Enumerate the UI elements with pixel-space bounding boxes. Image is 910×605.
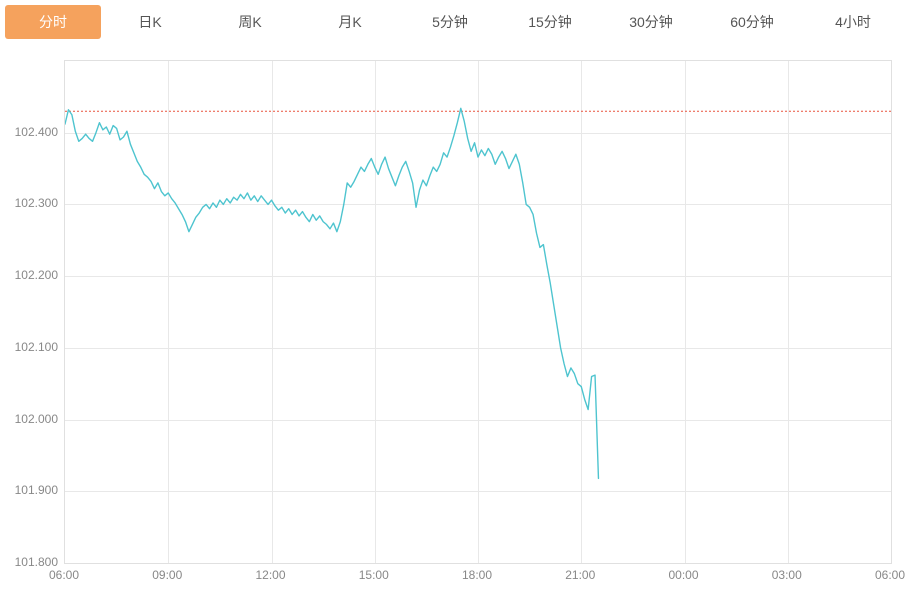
tab-period-8[interactable]: 4小时 — [835, 14, 871, 30]
x-axis-tick-label: 06:00 — [48, 568, 80, 582]
tab-minute[interactable]: 分时 — [5, 5, 101, 39]
x-axis-tick-label: 18:00 — [461, 568, 493, 582]
x-axis-tick-label: 12:00 — [255, 568, 286, 582]
y-axis-tick-label: 102.400 — [14, 124, 58, 139]
y-axis-tick-label: 102.300 — [14, 196, 58, 211]
tab-period-2[interactable]: 周K — [238, 14, 262, 30]
chart-container: 101.800 101.900 102.000 102.100 102.200 102.3… — [0, 39, 910, 605]
x-axis-tick-label: 09:00 — [152, 568, 183, 582]
plot-area — [64, 60, 892, 564]
x-axis-tick-label: 00:00 — [668, 568, 699, 582]
y-axis-tick-label: 102.200 — [14, 268, 58, 283]
tab-period-6[interactable]: 30分钟 — [629, 14, 673, 30]
x-axis-tick-label: 06:00 — [874, 568, 906, 582]
y-axis-tick-label: 101.800 — [14, 555, 58, 569]
price-line-svg — [65, 61, 891, 563]
x-axis-tick-label: 15:00 — [358, 568, 389, 582]
period-tab-bar: 分时 日K 周K 月K 5分钟 15分钟 30分钟 60分钟 4小时 — [0, 0, 910, 39]
tab-period-4[interactable]: 5分钟 — [432, 14, 468, 30]
y-axis-tick-label: 102.100 — [14, 339, 58, 354]
tab-period-5[interactable]: 15分钟 — [528, 14, 572, 30]
price-line — [65, 107, 600, 480]
tab-period-1[interactable]: 日K — [138, 14, 162, 30]
tab-period-7[interactable]: 60分钟 — [730, 14, 774, 30]
x-axis-tick-label: 03:00 — [771, 568, 802, 582]
tab-period-3[interactable]: 月K — [338, 14, 362, 30]
y-axis-tick-label: 102.000 — [14, 411, 58, 426]
y-axis-tick-label: 101.900 — [14, 483, 58, 498]
x-axis-tick-label: 21:00 — [565, 568, 596, 582]
